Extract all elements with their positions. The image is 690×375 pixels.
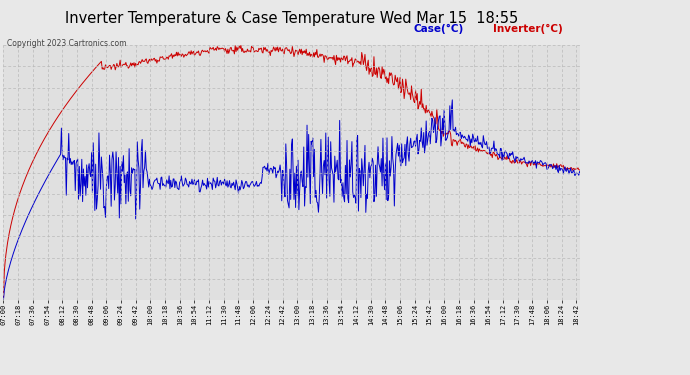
Text: Case(°C): Case(°C) <box>414 24 464 34</box>
Text: Copyright 2023 Cartronics.com: Copyright 2023 Cartronics.com <box>7 39 126 48</box>
Text: Inverter Temperature & Case Temperature Wed Mar 15  18:55: Inverter Temperature & Case Temperature … <box>65 11 518 26</box>
Text: Inverter(°C): Inverter(°C) <box>493 24 563 34</box>
